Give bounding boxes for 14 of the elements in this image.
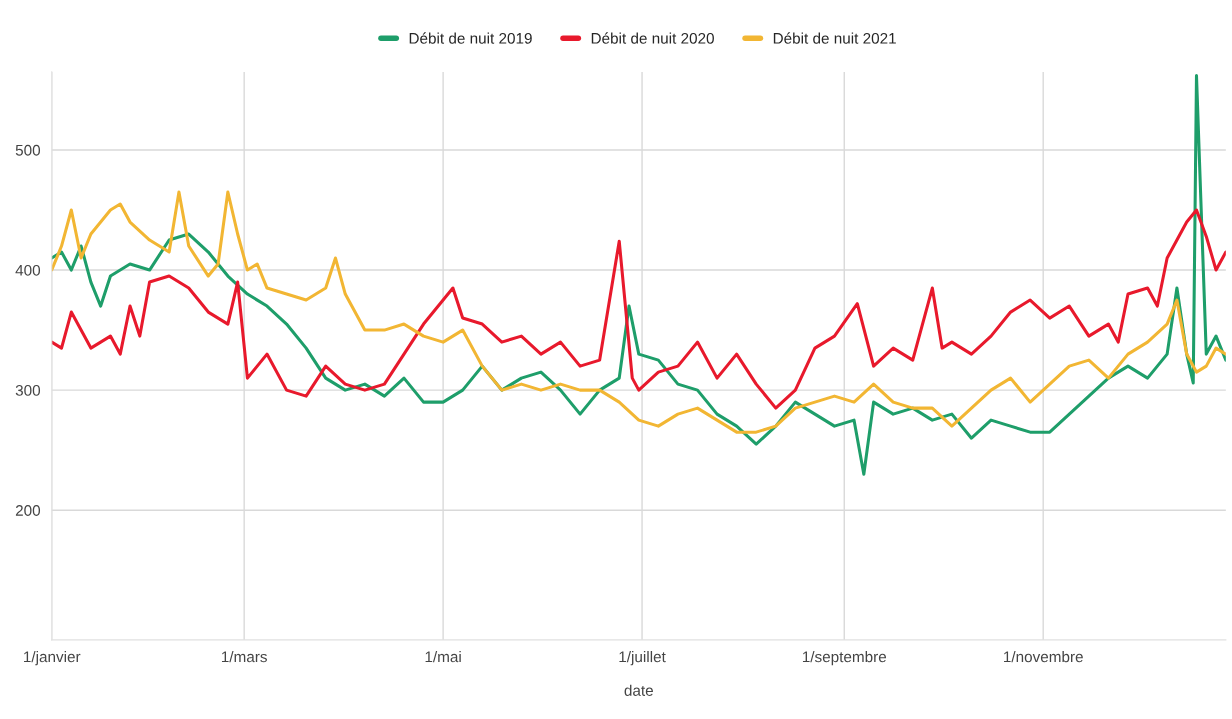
y-tick-label: 200	[15, 505, 41, 516]
y-tick-label: 300	[15, 385, 41, 396]
legend-label: Débit de nuit 2021	[773, 32, 896, 44]
x-tick-label: 1/janvier	[24, 651, 81, 666]
x-tick-label: 1/septembre	[802, 651, 887, 666]
x-axis-title: date	[624, 684, 653, 696]
legend-label: Débit de nuit 2020	[591, 32, 714, 44]
x-tick-label: 1/juillet	[619, 651, 666, 666]
x-tick-label: 1/novembre	[1004, 651, 1083, 663]
y-tick-label: 400	[15, 264, 41, 276]
legend-label: Débit de nuit 2019	[409, 32, 532, 44]
x-tick-label: 1/mars	[221, 651, 267, 663]
x-tick-label: 1/mai	[425, 651, 461, 663]
y-tick-label: 500	[15, 144, 41, 156]
